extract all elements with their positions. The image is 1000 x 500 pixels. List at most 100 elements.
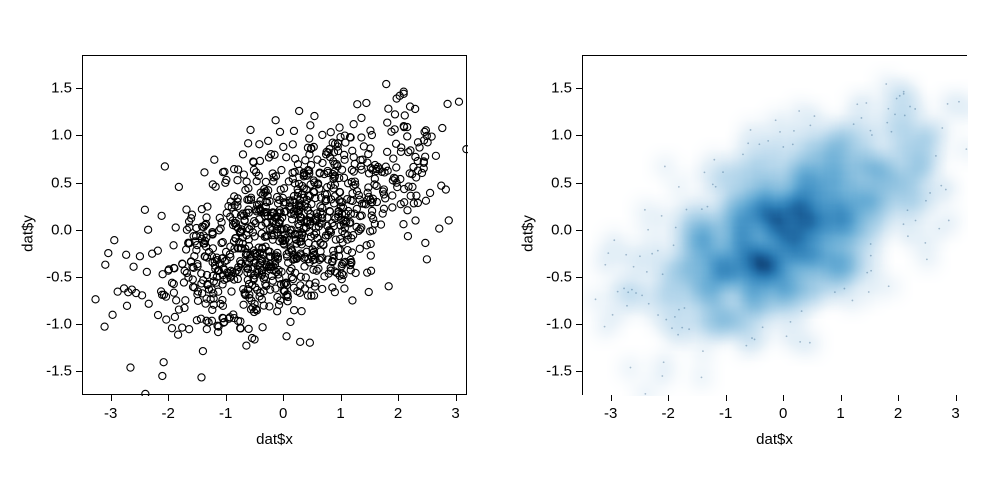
density-point — [626, 305, 628, 307]
figure: -3-2-10123-1.5-1.0-0.50.00.51.01.5 dat$x… — [0, 0, 1000, 500]
density-point — [925, 200, 927, 202]
density-point — [947, 103, 949, 105]
density-point — [888, 285, 890, 287]
density-point — [907, 209, 909, 211]
density-point — [630, 367, 632, 369]
x-tick-label: 2 — [894, 405, 902, 422]
density-plot-area — [582, 55, 967, 395]
density-point — [671, 327, 673, 329]
density-point — [641, 294, 643, 296]
density-point — [929, 192, 931, 194]
density-point — [866, 272, 868, 274]
density-point — [607, 252, 609, 254]
density-point — [635, 292, 637, 294]
density-point — [754, 339, 756, 341]
density-panel: -3-2-10123-1.5-1.0-0.50.00.51.01.5 dat$x… — [0, 0, 1000, 500]
density-point — [870, 130, 872, 132]
density-point — [852, 300, 854, 302]
density-point — [750, 129, 752, 131]
density-point — [663, 361, 665, 363]
density-point — [903, 223, 905, 225]
density-point — [856, 103, 858, 105]
density-point — [657, 250, 659, 252]
x-tick — [898, 395, 899, 401]
density-point — [861, 117, 863, 119]
density-point — [940, 185, 942, 187]
density-point — [786, 335, 788, 337]
x-tick — [956, 395, 957, 401]
x-tick-label: -1 — [719, 405, 732, 422]
density-point — [604, 264, 606, 266]
density-point — [647, 229, 649, 231]
density-point — [702, 350, 704, 352]
density-point — [798, 110, 800, 112]
x-tick — [668, 395, 669, 401]
density-point — [965, 148, 967, 150]
y-tick — [576, 324, 582, 325]
y-tick-label: 0.5 — [551, 174, 572, 191]
density-point — [758, 143, 760, 145]
density-point — [935, 155, 937, 157]
density-point — [775, 119, 777, 121]
density-point — [885, 83, 887, 85]
density-point — [673, 244, 675, 246]
density-point — [701, 377, 703, 379]
y-tick — [576, 183, 582, 184]
density-dots-svg — [583, 56, 968, 396]
density-point — [686, 209, 688, 211]
density-point — [904, 115, 906, 117]
density-point — [677, 334, 679, 336]
density-point — [713, 159, 715, 161]
density-point — [623, 288, 625, 290]
x-tick-label: -3 — [604, 405, 617, 422]
density-point — [894, 113, 896, 115]
density-point — [896, 98, 898, 100]
density-point — [924, 242, 926, 244]
density-point — [701, 208, 703, 210]
y-tick-label: 1.0 — [551, 127, 572, 144]
density-point — [793, 130, 795, 132]
density-point — [792, 143, 794, 145]
density-point — [938, 228, 940, 230]
y-tick-label: -0.5 — [546, 268, 572, 285]
density-point — [903, 91, 905, 93]
density-point — [809, 342, 811, 344]
density-point — [941, 127, 943, 129]
density-point — [646, 271, 648, 273]
density-point — [644, 393, 646, 395]
density-point — [684, 307, 686, 309]
density-point — [627, 291, 629, 293]
density-point — [688, 328, 690, 330]
x-tick-label: 1 — [836, 405, 844, 422]
x-tick-label: 3 — [951, 405, 959, 422]
y-tick — [576, 88, 582, 89]
density-point — [853, 123, 855, 125]
density-point — [633, 266, 635, 268]
density-point — [742, 153, 744, 155]
density-point — [674, 316, 676, 318]
density-point — [899, 95, 901, 97]
density-x-axis-label: dat$x — [756, 431, 793, 448]
y-tick-label: 1.5 — [551, 80, 572, 97]
density-point — [651, 253, 653, 255]
density-point — [865, 102, 867, 104]
density-point — [870, 243, 872, 245]
density-point — [675, 227, 677, 229]
density-point — [613, 239, 615, 241]
density-point — [747, 142, 749, 144]
density-point — [915, 220, 917, 222]
density-point — [868, 291, 870, 293]
density-point — [617, 291, 619, 293]
density-point — [907, 235, 909, 237]
density-point — [914, 108, 916, 110]
density-point — [639, 255, 641, 257]
x-tick — [841, 395, 842, 401]
density-point — [926, 258, 928, 260]
y-tick-label: 0.0 — [551, 221, 572, 238]
density-point — [661, 215, 663, 217]
density-point — [887, 108, 889, 110]
density-point — [958, 101, 960, 103]
density-point — [948, 220, 950, 222]
density-point — [767, 140, 769, 142]
density-point — [678, 309, 680, 311]
